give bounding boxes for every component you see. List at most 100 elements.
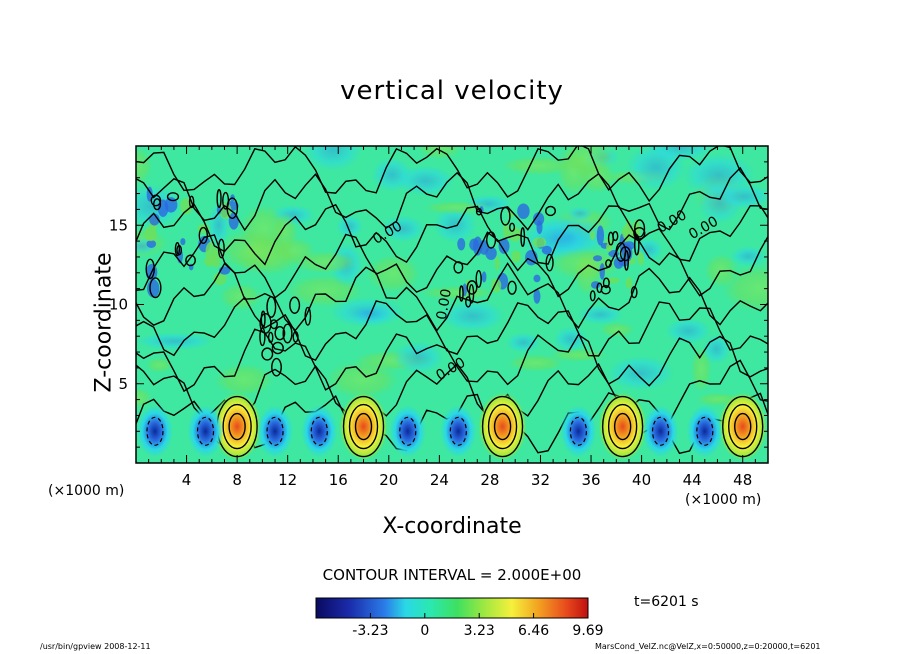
contour-loop <box>633 226 646 240</box>
contour-line <box>136 203 768 266</box>
turbulence-speck <box>204 256 216 267</box>
turbulence-speck <box>533 289 541 304</box>
contour-loop <box>274 325 286 341</box>
contour-loop <box>185 254 196 267</box>
colorbar-tick-label: 6.46 <box>518 623 549 639</box>
y-axis-ticks: 5 10 15 <box>109 145 768 464</box>
contour-loop <box>545 205 556 217</box>
x-tick-label: 12 <box>278 471 297 489</box>
contour-loop <box>615 242 627 262</box>
field-patch <box>219 283 262 311</box>
contour-loop <box>475 269 482 288</box>
field-patch <box>433 206 478 244</box>
contour-loop <box>630 286 638 299</box>
field-patch <box>702 334 731 364</box>
x-tick-label: 44 <box>683 471 702 489</box>
contour-loop <box>507 280 517 295</box>
contour-interval-label: CONTOUR INTERVAL = 2.000E+00 <box>322 566 582 584</box>
field-patch <box>136 332 214 350</box>
updraft-cell <box>598 392 647 461</box>
turbulence-speck <box>593 255 603 262</box>
contour-line <box>136 328 768 393</box>
downdraft-cell <box>686 405 723 458</box>
contour-loop <box>216 189 222 208</box>
field-patch <box>293 250 357 274</box>
footer-data-source: MarsCond_VelZ.nc@VelZ,x=0:50000,z=0:2000… <box>595 642 821 651</box>
field-patch <box>717 184 768 209</box>
field-patch <box>501 156 576 176</box>
contour-loop <box>500 206 511 226</box>
turbulence-speck <box>213 272 227 286</box>
turbulence-speck <box>494 256 500 271</box>
x-tick-label: 4 <box>182 471 192 489</box>
turbulence-speck <box>144 226 157 242</box>
field-patch <box>721 264 768 313</box>
updraft-contour <box>613 412 632 441</box>
x-tick-label: 32 <box>531 471 550 489</box>
turbulence-speck <box>613 257 624 269</box>
contour-loop <box>188 195 195 209</box>
turbulence-speck <box>511 250 521 263</box>
x-tick-label: 48 <box>733 471 752 489</box>
x-tick-label: 28 <box>480 471 499 489</box>
field-patch <box>214 363 274 396</box>
contour-line <box>136 231 768 299</box>
turbulence-speck <box>498 238 510 254</box>
downdraft-cell <box>389 405 426 458</box>
contour-loop <box>520 227 526 248</box>
time-label: t=6201 s <box>634 594 699 610</box>
contour-loop <box>602 277 610 289</box>
downdraft-cell <box>187 405 224 458</box>
field-patch <box>625 146 687 191</box>
turbulence-speck <box>637 251 645 266</box>
x-tick-label: 36 <box>581 471 600 489</box>
turbulence-speck <box>503 221 509 240</box>
x-unit-left: (×1000 m) <box>48 483 125 499</box>
updraft-contour <box>734 412 752 441</box>
contour-line <box>136 146 768 203</box>
field-patch <box>420 285 495 300</box>
contour-loop <box>466 280 478 295</box>
x-tick-label: 24 <box>430 471 449 489</box>
turbulence-speck <box>629 257 636 265</box>
field-patch <box>566 206 593 221</box>
field-patch <box>381 215 425 243</box>
updraft-contour <box>607 403 638 450</box>
field-patch <box>665 317 712 345</box>
field-patch <box>304 146 362 172</box>
contour-loop <box>304 306 312 326</box>
contour-loop <box>509 222 516 232</box>
x-axis-label: X-coordinate <box>382 514 522 539</box>
contour-loop <box>468 283 475 304</box>
updraft-contour <box>342 395 385 458</box>
field-patch <box>136 387 152 409</box>
field-patch <box>392 341 444 374</box>
turbulence-speck <box>147 279 160 298</box>
contour-loop <box>292 331 299 343</box>
plot-area: 0.000.000.000.000.00 <box>136 146 768 463</box>
turbulence-speck <box>532 237 547 248</box>
x-unit-right: (×1000 m) <box>685 492 762 508</box>
downdraft-cells <box>136 405 723 458</box>
contour-loop <box>198 226 209 244</box>
turbulence-speck <box>599 263 605 280</box>
colorbar-tick-label: 0 <box>420 623 429 639</box>
field-patch <box>371 157 413 192</box>
field-patch <box>336 214 364 238</box>
contour-loop <box>459 285 464 302</box>
colorbar-ticks: -3.23 0 3.23 6.46 9.69 <box>352 613 604 639</box>
colorbar-tick-label: 9.69 <box>572 623 603 639</box>
x-tick-label: 20 <box>379 471 398 489</box>
contour-loop <box>174 242 181 257</box>
colorbar-tick-label: -3.23 <box>352 623 388 639</box>
updraft-contour <box>487 403 518 450</box>
contour-loop <box>259 312 272 334</box>
downdraft-contour <box>449 416 467 446</box>
x-tick-label: 8 <box>232 471 242 489</box>
turbulence-speck <box>180 238 186 246</box>
contour-loop <box>261 347 274 361</box>
updraft-contour <box>728 403 758 450</box>
downdraft-contour <box>196 416 215 446</box>
turbulence-speck <box>146 239 157 248</box>
